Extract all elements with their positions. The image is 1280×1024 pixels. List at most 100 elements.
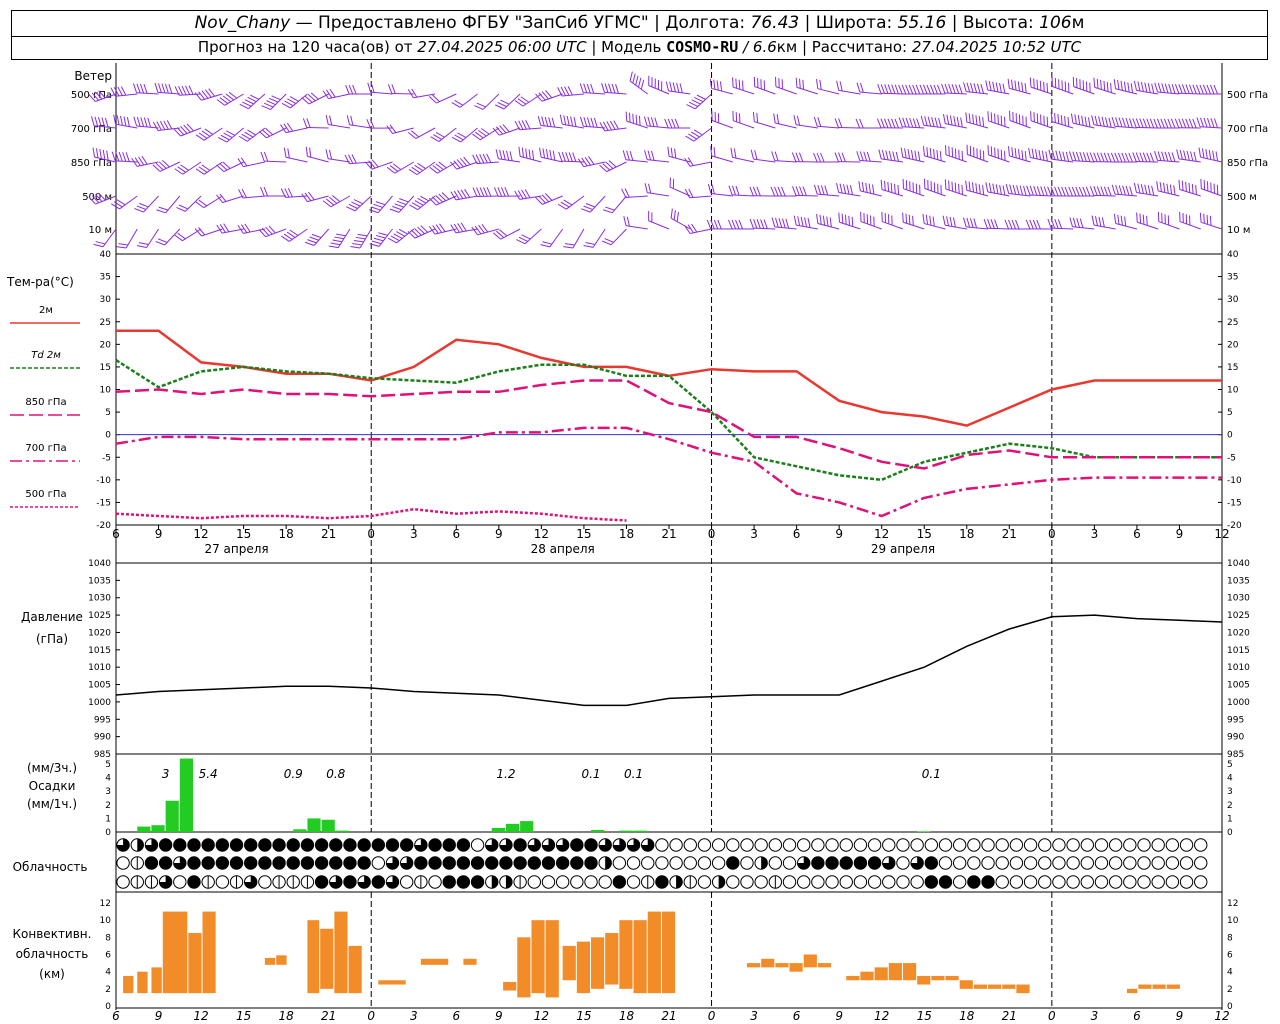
cloud-symbol bbox=[867, 838, 882, 852]
wind-barb-feather bbox=[322, 200, 332, 208]
x-tick-label-bottom: 18 bbox=[959, 1009, 975, 1023]
wind-barb-feather bbox=[1147, 83, 1151, 93]
wind-barb-feather bbox=[1185, 118, 1190, 129]
wind-barb-staff bbox=[476, 195, 499, 198]
wind-barb-staff bbox=[377, 195, 393, 214]
wind-barb-staff bbox=[859, 91, 882, 95]
wind-barb-feather bbox=[287, 148, 290, 159]
cloud-circle bbox=[910, 875, 924, 889]
wind-barb bbox=[111, 195, 138, 210]
wind-barb-feather bbox=[1190, 151, 1194, 161]
wind-barb-feather bbox=[486, 187, 492, 197]
cloud-symbol bbox=[130, 875, 144, 889]
wind-barb-feather bbox=[1128, 152, 1133, 163]
wind-barb-feather bbox=[353, 199, 363, 205]
pressure-tick-right: 1010 bbox=[1227, 663, 1250, 673]
header-forecast-row: Прогноз на 120 часа(ов) от 27.04.2025 06… bbox=[11, 35, 1268, 60]
wind-barb-feather bbox=[540, 244, 550, 248]
wind-barb-staff bbox=[524, 228, 542, 245]
cloud-symbol bbox=[130, 838, 144, 852]
wind-barb-feather bbox=[450, 161, 458, 170]
cloud-circle bbox=[952, 856, 967, 870]
cloud-symbol bbox=[1066, 856, 1080, 870]
wind-barb bbox=[1009, 110, 1031, 129]
cloud-symbol bbox=[1009, 838, 1024, 852]
precip-unit-bottom: (мм/1ч.) bbox=[27, 797, 77, 811]
wind-barb-feather bbox=[872, 184, 875, 195]
x-tick-label: 12 bbox=[1214, 527, 1229, 541]
precip-tick-left: 2 bbox=[105, 801, 111, 811]
wind-barb-feather bbox=[287, 98, 297, 104]
pressure-tick-left: 1020 bbox=[88, 628, 111, 638]
wind-barb-feather bbox=[909, 118, 914, 128]
conv-bar bbox=[576, 941, 591, 994]
cloud-symbol bbox=[612, 856, 627, 870]
wind-barb-feather bbox=[228, 91, 238, 99]
wind-barb-feather bbox=[1093, 152, 1098, 162]
wind-barb-feather bbox=[355, 236, 366, 240]
precip-bar bbox=[165, 800, 179, 832]
wind-barb bbox=[1051, 76, 1074, 95]
cloud-circle bbox=[229, 856, 244, 870]
wind-barb bbox=[621, 188, 648, 198]
wind-barb bbox=[1132, 152, 1159, 163]
wind-barb-feather bbox=[846, 184, 850, 195]
wind-barb-feather bbox=[938, 117, 942, 128]
wind-barb-feather bbox=[667, 146, 670, 157]
wind-barb-feather bbox=[244, 131, 254, 138]
cloud-symbol bbox=[967, 875, 981, 889]
wind-barb bbox=[860, 211, 882, 230]
wind-barb-feather bbox=[711, 184, 715, 194]
wind-barb-feather bbox=[1157, 151, 1162, 161]
temp-tick-right: 0 bbox=[1227, 431, 1233, 441]
cloud-symbol bbox=[1052, 856, 1066, 870]
wind-barb-feather bbox=[863, 151, 868, 162]
cloud-circle bbox=[1066, 875, 1080, 889]
wind-barb-feather bbox=[1133, 182, 1137, 193]
wind-barb-staff bbox=[732, 156, 755, 163]
wind-barb bbox=[345, 84, 372, 95]
wind-barb bbox=[472, 153, 499, 165]
wind-barb bbox=[492, 228, 521, 240]
wind-barb bbox=[684, 223, 712, 234]
x-tick-label: 0 bbox=[1048, 527, 1056, 541]
wind-barb-feather bbox=[120, 115, 123, 126]
wind-barb-feather bbox=[1077, 115, 1081, 125]
conv-bar bbox=[746, 963, 761, 968]
wind-barb bbox=[648, 211, 670, 230]
wind-barb-feather bbox=[1178, 179, 1181, 190]
wind-barb bbox=[1111, 116, 1137, 129]
wind-barb-staff bbox=[880, 92, 903, 95]
wind-barb bbox=[836, 182, 861, 197]
wind-barb-feather bbox=[884, 118, 889, 129]
cloud-circle bbox=[371, 856, 386, 870]
wind-barb bbox=[131, 155, 159, 167]
wind-barb-feather bbox=[420, 195, 430, 202]
wind-barb-staff bbox=[1115, 223, 1138, 230]
wind-barb bbox=[1007, 146, 1031, 163]
wind-barb-feather bbox=[433, 134, 442, 140]
wind-barb-feather bbox=[220, 134, 230, 141]
wind-barb-feather bbox=[237, 158, 244, 167]
wind-barb bbox=[450, 188, 478, 201]
cloud-symbol bbox=[1151, 838, 1165, 852]
wind-barb-feather bbox=[900, 147, 904, 158]
cloud-symbol bbox=[981, 856, 995, 870]
wind-barb bbox=[752, 111, 776, 129]
temp-series-850-гПа bbox=[115, 379, 1222, 470]
wind-barb-staff bbox=[157, 91, 180, 95]
cloud-symbol bbox=[371, 856, 386, 870]
conv-tick-right: 10 bbox=[1227, 916, 1239, 926]
cloud-circle bbox=[655, 856, 669, 870]
wind-barb-feather bbox=[1075, 186, 1080, 197]
wind-barb-feather bbox=[329, 88, 336, 98]
wind-barb bbox=[881, 211, 904, 230]
wind-barb-feather bbox=[881, 149, 886, 160]
wind-barb-feather bbox=[283, 233, 293, 240]
conv-axis-label: Конвективн. bbox=[13, 927, 92, 941]
cloud-circle bbox=[442, 838, 456, 852]
cloud-symbol bbox=[655, 856, 669, 870]
wind-barb bbox=[684, 188, 712, 199]
wind-barb-staff bbox=[328, 158, 351, 163]
cloud-symbol bbox=[1023, 838, 1038, 852]
